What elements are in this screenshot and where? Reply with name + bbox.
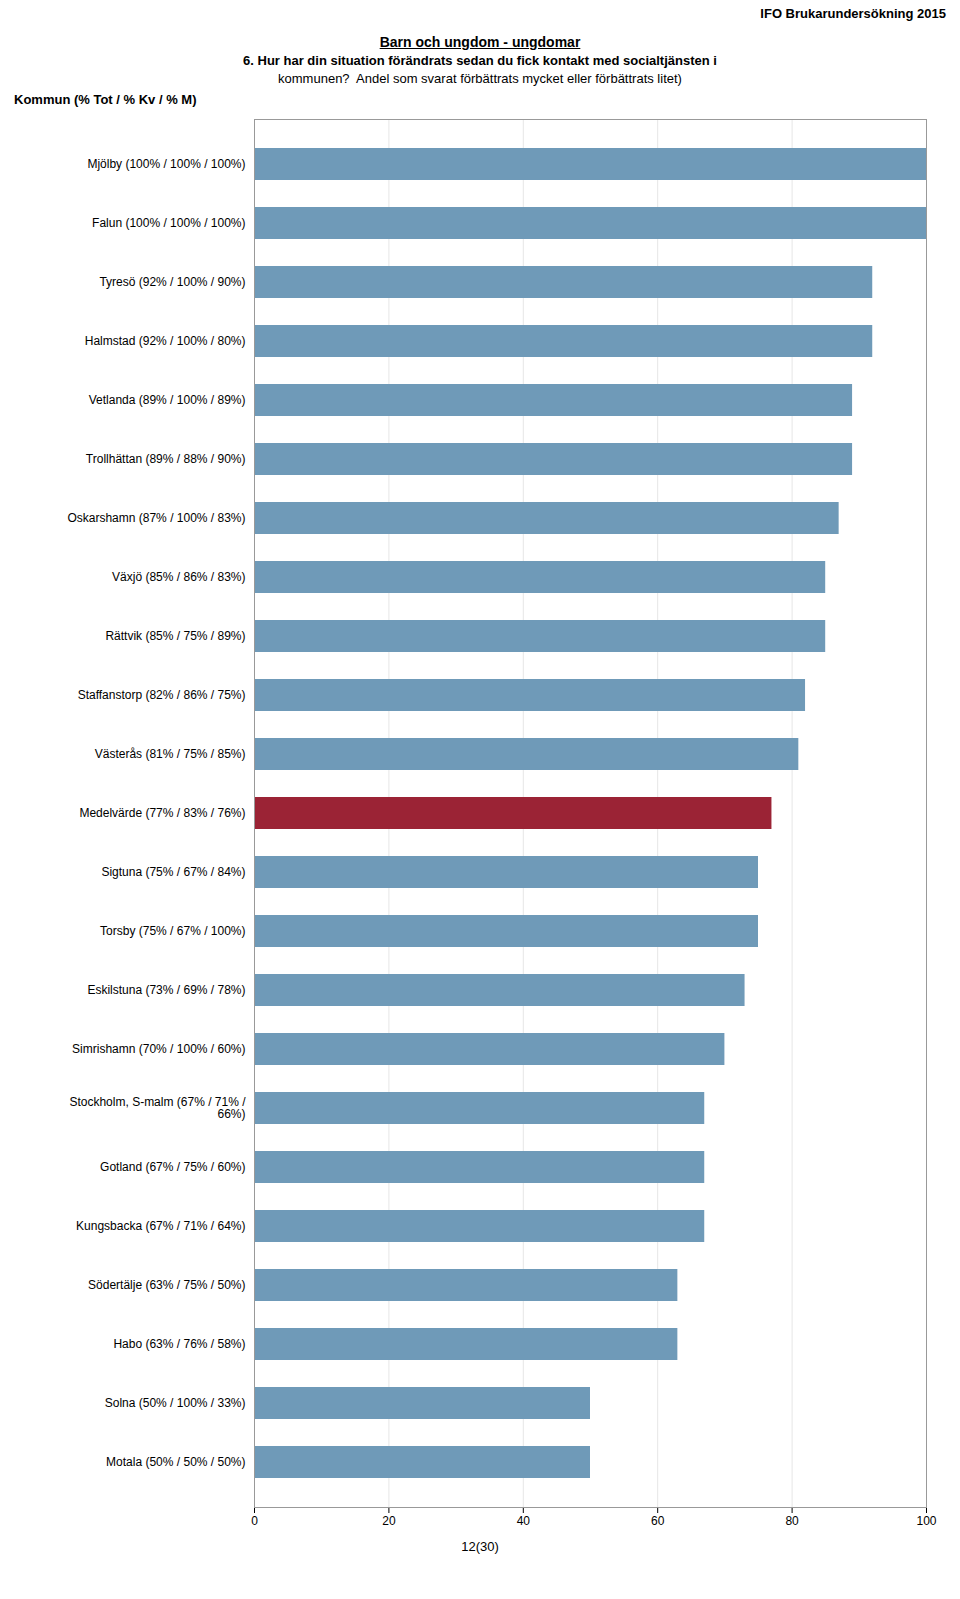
svg-text:80: 80 (785, 1514, 799, 1528)
svg-text:Simrishamn (70% / 100% / 60%): Simrishamn (70% / 100% / 60%) (72, 1042, 245, 1056)
html-text:6. Hur har din situation förän: 6. Hur har din situation förändrats seda… (243, 53, 717, 68)
svg-text:40: 40 (517, 1514, 531, 1528)
svg-text:Mjölby (100% / 100% / 100%): Mjölby (100% / 100% / 100%) (87, 157, 245, 171)
html-text:12(30): 12(30) (461, 1539, 499, 1554)
svg-text:20: 20 (382, 1514, 396, 1528)
svg-text:100: 100 (916, 1514, 936, 1528)
svg-text:Sigtuna (75% / 67% / 84%): Sigtuna (75% / 67% / 84%) (101, 865, 245, 879)
html-text:Kommun (% Tot / % Kv / % M): Kommun (% Tot / % Kv / % M) (14, 92, 197, 107)
svg-text:Kungsbacka (67% / 71% / 64%): Kungsbacka (67% / 71% / 64%) (76, 1219, 245, 1233)
svg-text:Tyresö (92% / 100% / 90%): Tyresö (92% / 100% / 90%) (99, 275, 245, 289)
svg-text:Rättvik (85% / 75% / 89%): Rättvik (85% / 75% / 89%) (105, 629, 245, 643)
svg-text:Falun (100% / 100% / 100%): Falun (100% / 100% / 100%) (92, 216, 245, 230)
html-text:kommunen? Andel som svarat för: kommunen? Andel som svarat förbättrats m… (278, 71, 682, 86)
svg-text:Habo (63% / 76% / 58%): Habo (63% / 76% / 58%) (113, 1337, 245, 1351)
svg-text:Motala (50% / 50% / 50%): Motala (50% / 50% / 50%) (106, 1455, 245, 1469)
svg-text:Vetlanda (89% / 100% / 89%): Vetlanda (89% / 100% / 89%) (89, 393, 246, 407)
svg-text:Södertälje (63% / 75% / 50%): Södertälje (63% / 75% / 50%) (88, 1278, 245, 1292)
svg-text:Västerås (81% / 75% / 85%): Västerås (81% / 75% / 85%) (95, 747, 246, 761)
html-text:IFO Brukarundersökning 2015: IFO Brukarundersökning 2015 (760, 6, 946, 21)
svg-text:Växjö (85% / 86% / 83%): Växjö (85% / 86% / 83%) (112, 570, 245, 584)
svg-text:0: 0 (251, 1514, 258, 1528)
svg-text:60: 60 (651, 1514, 665, 1528)
svg-text:Solna (50% / 100% / 33%): Solna (50% / 100% / 33%) (105, 1396, 246, 1410)
svg-text:Staffanstorp (82% / 86% / 75%): Staffanstorp (82% / 86% / 75%) (78, 688, 246, 702)
svg-text:Eskilstuna (73% / 69% / 78%): Eskilstuna (73% / 69% / 78%) (87, 983, 245, 997)
html-text:Barn och ungdom - ungdomar: Barn och ungdom - ungdomar (379, 34, 581, 50)
svg-text:Trollhättan (89% / 88% / 90%): Trollhättan (89% / 88% / 90%) (86, 452, 246, 466)
svg-text:Torsby (75% / 67% / 100%): Torsby (75% / 67% / 100%) (100, 924, 245, 938)
svg-text:Gotland (67% / 75% / 60%): Gotland (67% / 75% / 60%) (100, 1160, 245, 1174)
svg-text:Halmstad (92% / 100% / 80%): Halmstad (92% / 100% / 80%) (85, 334, 246, 348)
svg-text:Oskarshamn (87% / 100% / 83%): Oskarshamn (87% / 100% / 83%) (67, 511, 245, 525)
svg-text:Stockholm, S-malm (67% / 71% /: Stockholm, S-malm (67% / 71% /66%) (69, 1095, 246, 1121)
svg-text:Medelvärde (77% / 83% / 76%): Medelvärde (77% / 83% / 76%) (79, 806, 245, 820)
